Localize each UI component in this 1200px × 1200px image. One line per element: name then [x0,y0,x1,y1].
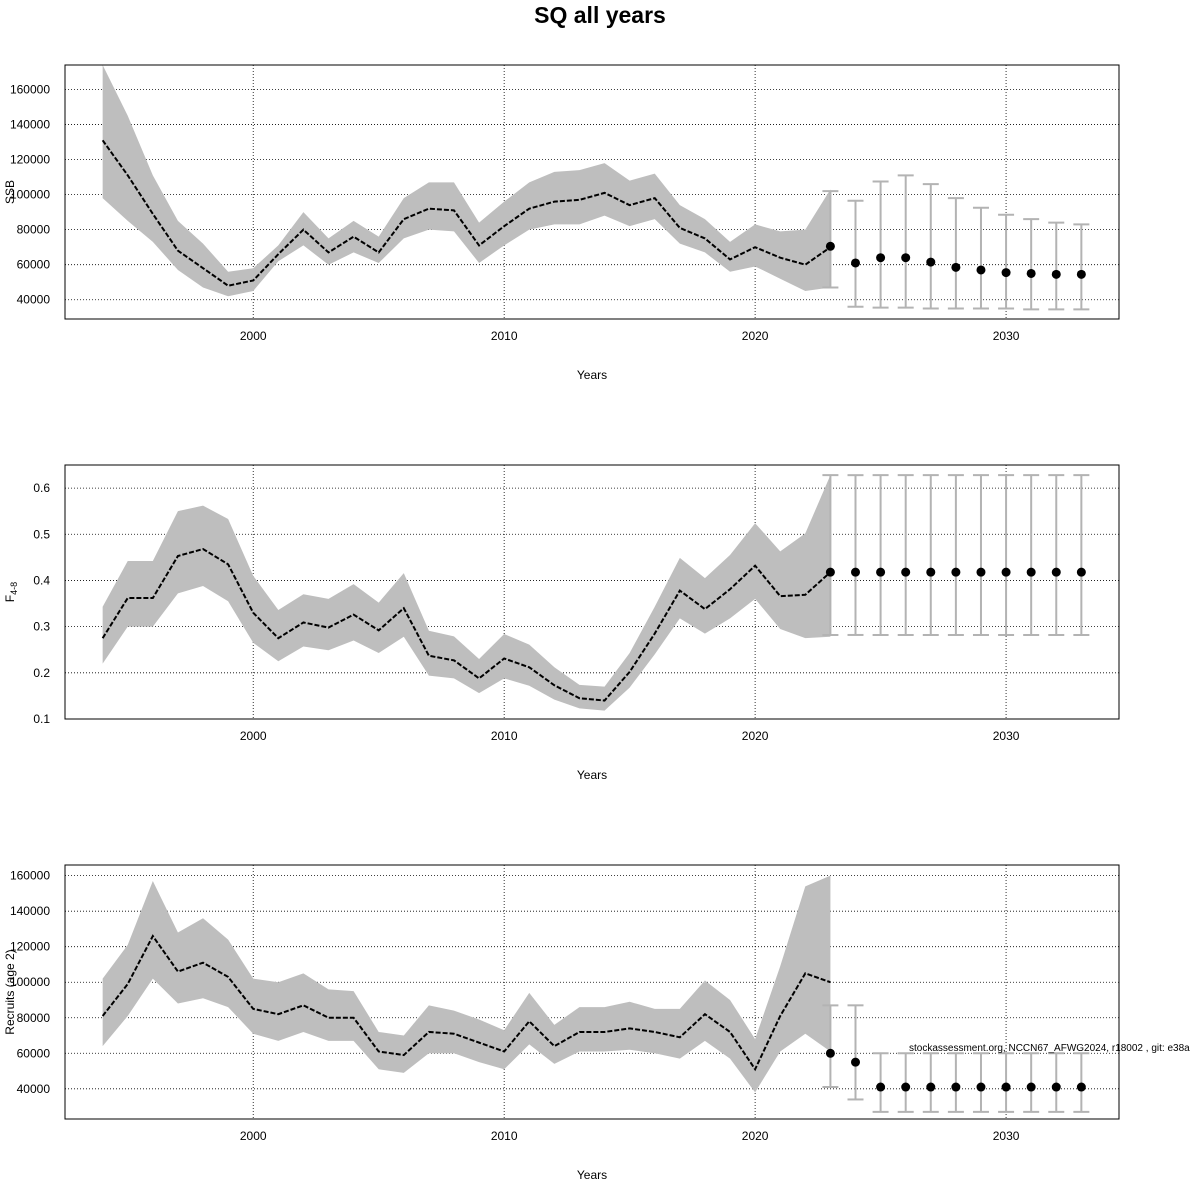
x-tick-label: 2020 [742,329,769,343]
x-tick-label: 2020 [742,729,769,743]
y-tick-label: 100000 [10,975,50,989]
y-tick-label: 160000 [10,83,50,97]
forecast-point [1001,567,1011,577]
forecast-point [851,567,860,577]
y-tick-label: 140000 [10,118,50,132]
forecast-point [1076,567,1086,577]
forecast-point [876,253,886,263]
y-axis-label: SSB [3,180,17,204]
confidence-band [102,475,831,711]
x-tick-label: 2000 [240,1129,267,1143]
forecast-point [1001,1082,1011,1092]
x-axis-label: Years [577,1168,607,1182]
forecast-point [1076,1082,1086,1092]
forecast-point [901,253,911,263]
forecast-point [851,1057,860,1067]
forecast-point [976,265,986,275]
page-title: SQ all years [534,2,666,28]
y-tick-label: 0.6 [33,481,50,495]
plot-frame [64,864,1120,1120]
y-tick-label: 100000 [10,188,50,202]
chart-panel-1: 2000 2010 2020 2030 40000 60000 80000 100000 120… [3,64,1120,382]
y-tick-label: 160000 [10,869,50,883]
x-tick-label: 2010 [491,1129,518,1143]
forecast-point [1076,269,1086,279]
x-axis-label: Years [577,368,607,382]
forecast-point [1026,268,1036,278]
estimate-line [101,139,831,287]
forecast-point [851,258,860,268]
chart-panel-2: 2000 2010 2020 2030 0.1 0.2 0.3 0.4 0.5 0.6 Years F… [3,464,1120,782]
chart-panel-3: 2000 2010 2020 2030 40000 60000 80000 100000 120… [3,864,1120,1182]
x-tick-label: 2030 [993,329,1020,343]
y-axis-label: Recruits (age 2) [3,949,17,1034]
plot-frame [64,64,1120,320]
forecast-point [951,567,961,577]
footnote-text: stockassessment.org, NCCN67_AFWG2024, r1… [909,1043,1190,1054]
forecast-point [926,257,936,267]
x-tick-label: 2010 [491,729,518,743]
x-tick-label: 2030 [993,1129,1020,1143]
y-tick-label: 120000 [10,153,50,167]
forecast-point [976,1082,986,1092]
x-tick-label: 2000 [240,729,267,743]
forecast-point [926,567,936,577]
x-tick-label: 2020 [742,1129,769,1143]
y-tick-label: 0.5 [33,527,50,541]
estimate-line [101,547,832,702]
forecast-point [976,567,986,577]
x-tick-label: 2010 [491,329,518,343]
y-tick-label: 60000 [17,1046,51,1060]
y-tick-label: 80000 [17,223,51,237]
forecast-point [1026,1082,1036,1092]
y-tick-label: 0.2 [33,666,50,680]
confidence-band [102,875,831,1093]
y-tick-label: 60000 [17,258,51,272]
forecast-point [1051,1082,1061,1092]
forecast-point [825,567,835,577]
forecast-point [901,567,911,577]
y-tick-label: 40000 [17,1082,51,1096]
forecast-point [1051,567,1061,577]
y-axis-label: F4-8 [3,582,19,602]
y-tick-label: 120000 [10,940,50,954]
forecast-point [926,1082,936,1092]
forecast-point [1001,268,1011,278]
forecast-point [876,1082,886,1092]
forecast-point [825,241,835,251]
y-tick-label: 0.3 [33,620,50,634]
forecast-point [1026,567,1036,577]
y-tick-label: 0.1 [33,712,50,726]
y-tick-label: 80000 [17,1011,51,1025]
estimate-line [101,934,831,1072]
y-tick-label: 140000 [10,904,50,918]
x-tick-label: 2030 [993,729,1020,743]
forecast-point [951,1082,961,1092]
forecast-point [901,1082,911,1092]
forecast-point [876,567,886,577]
confidence-band [102,65,831,297]
forecast-point [1051,269,1061,279]
forecast-point [825,1048,835,1058]
plot-frame [64,464,1120,720]
x-axis-label: Years [577,768,607,782]
y-axis-label-subscript: 4-8 [9,582,19,595]
x-tick-label: 2000 [240,329,267,343]
y-tick-label: 0.4 [33,573,50,587]
y-tick-label: 40000 [17,293,51,307]
forecast-point [951,262,961,272]
